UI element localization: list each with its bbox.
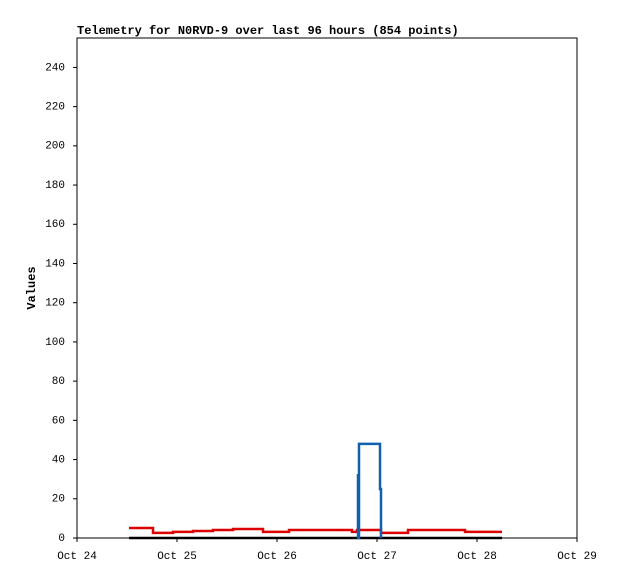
- y-tick-label: 100: [45, 337, 65, 349]
- y-tick-label: 0: [58, 533, 65, 545]
- y-tick-label: 220: [45, 102, 65, 114]
- series-line: [129, 526, 502, 535]
- y-tick-label: 160: [45, 219, 65, 231]
- y-tick-label: 120: [45, 298, 65, 310]
- plot-area: [76, 37, 578, 539]
- y-tick-label: 240: [45, 62, 65, 74]
- x-tick-label: Oct 25: [157, 551, 197, 563]
- y-tick-label: 200: [45, 141, 65, 153]
- x-tick-label: Oct 26: [257, 551, 297, 563]
- y-tick-label: 40: [52, 454, 65, 466]
- chart-title: Telemetry for N0RVD-9 over last 96 hours…: [77, 24, 459, 38]
- y-tick-label: 60: [52, 415, 65, 427]
- y-tick-label: 80: [52, 376, 65, 388]
- x-tick-label: Oct 27: [357, 551, 397, 563]
- y-tick-label: 20: [52, 494, 65, 506]
- y-tick-label: 140: [45, 258, 65, 270]
- series-line: [356, 442, 383, 540]
- y-axis-label: Values: [25, 266, 39, 309]
- x-tick-label: Oct 28: [457, 551, 497, 563]
- x-tick-label: Oct 24: [57, 551, 97, 563]
- x-tick-label: Oct 29: [557, 551, 597, 563]
- y-tick-label: 180: [45, 180, 65, 192]
